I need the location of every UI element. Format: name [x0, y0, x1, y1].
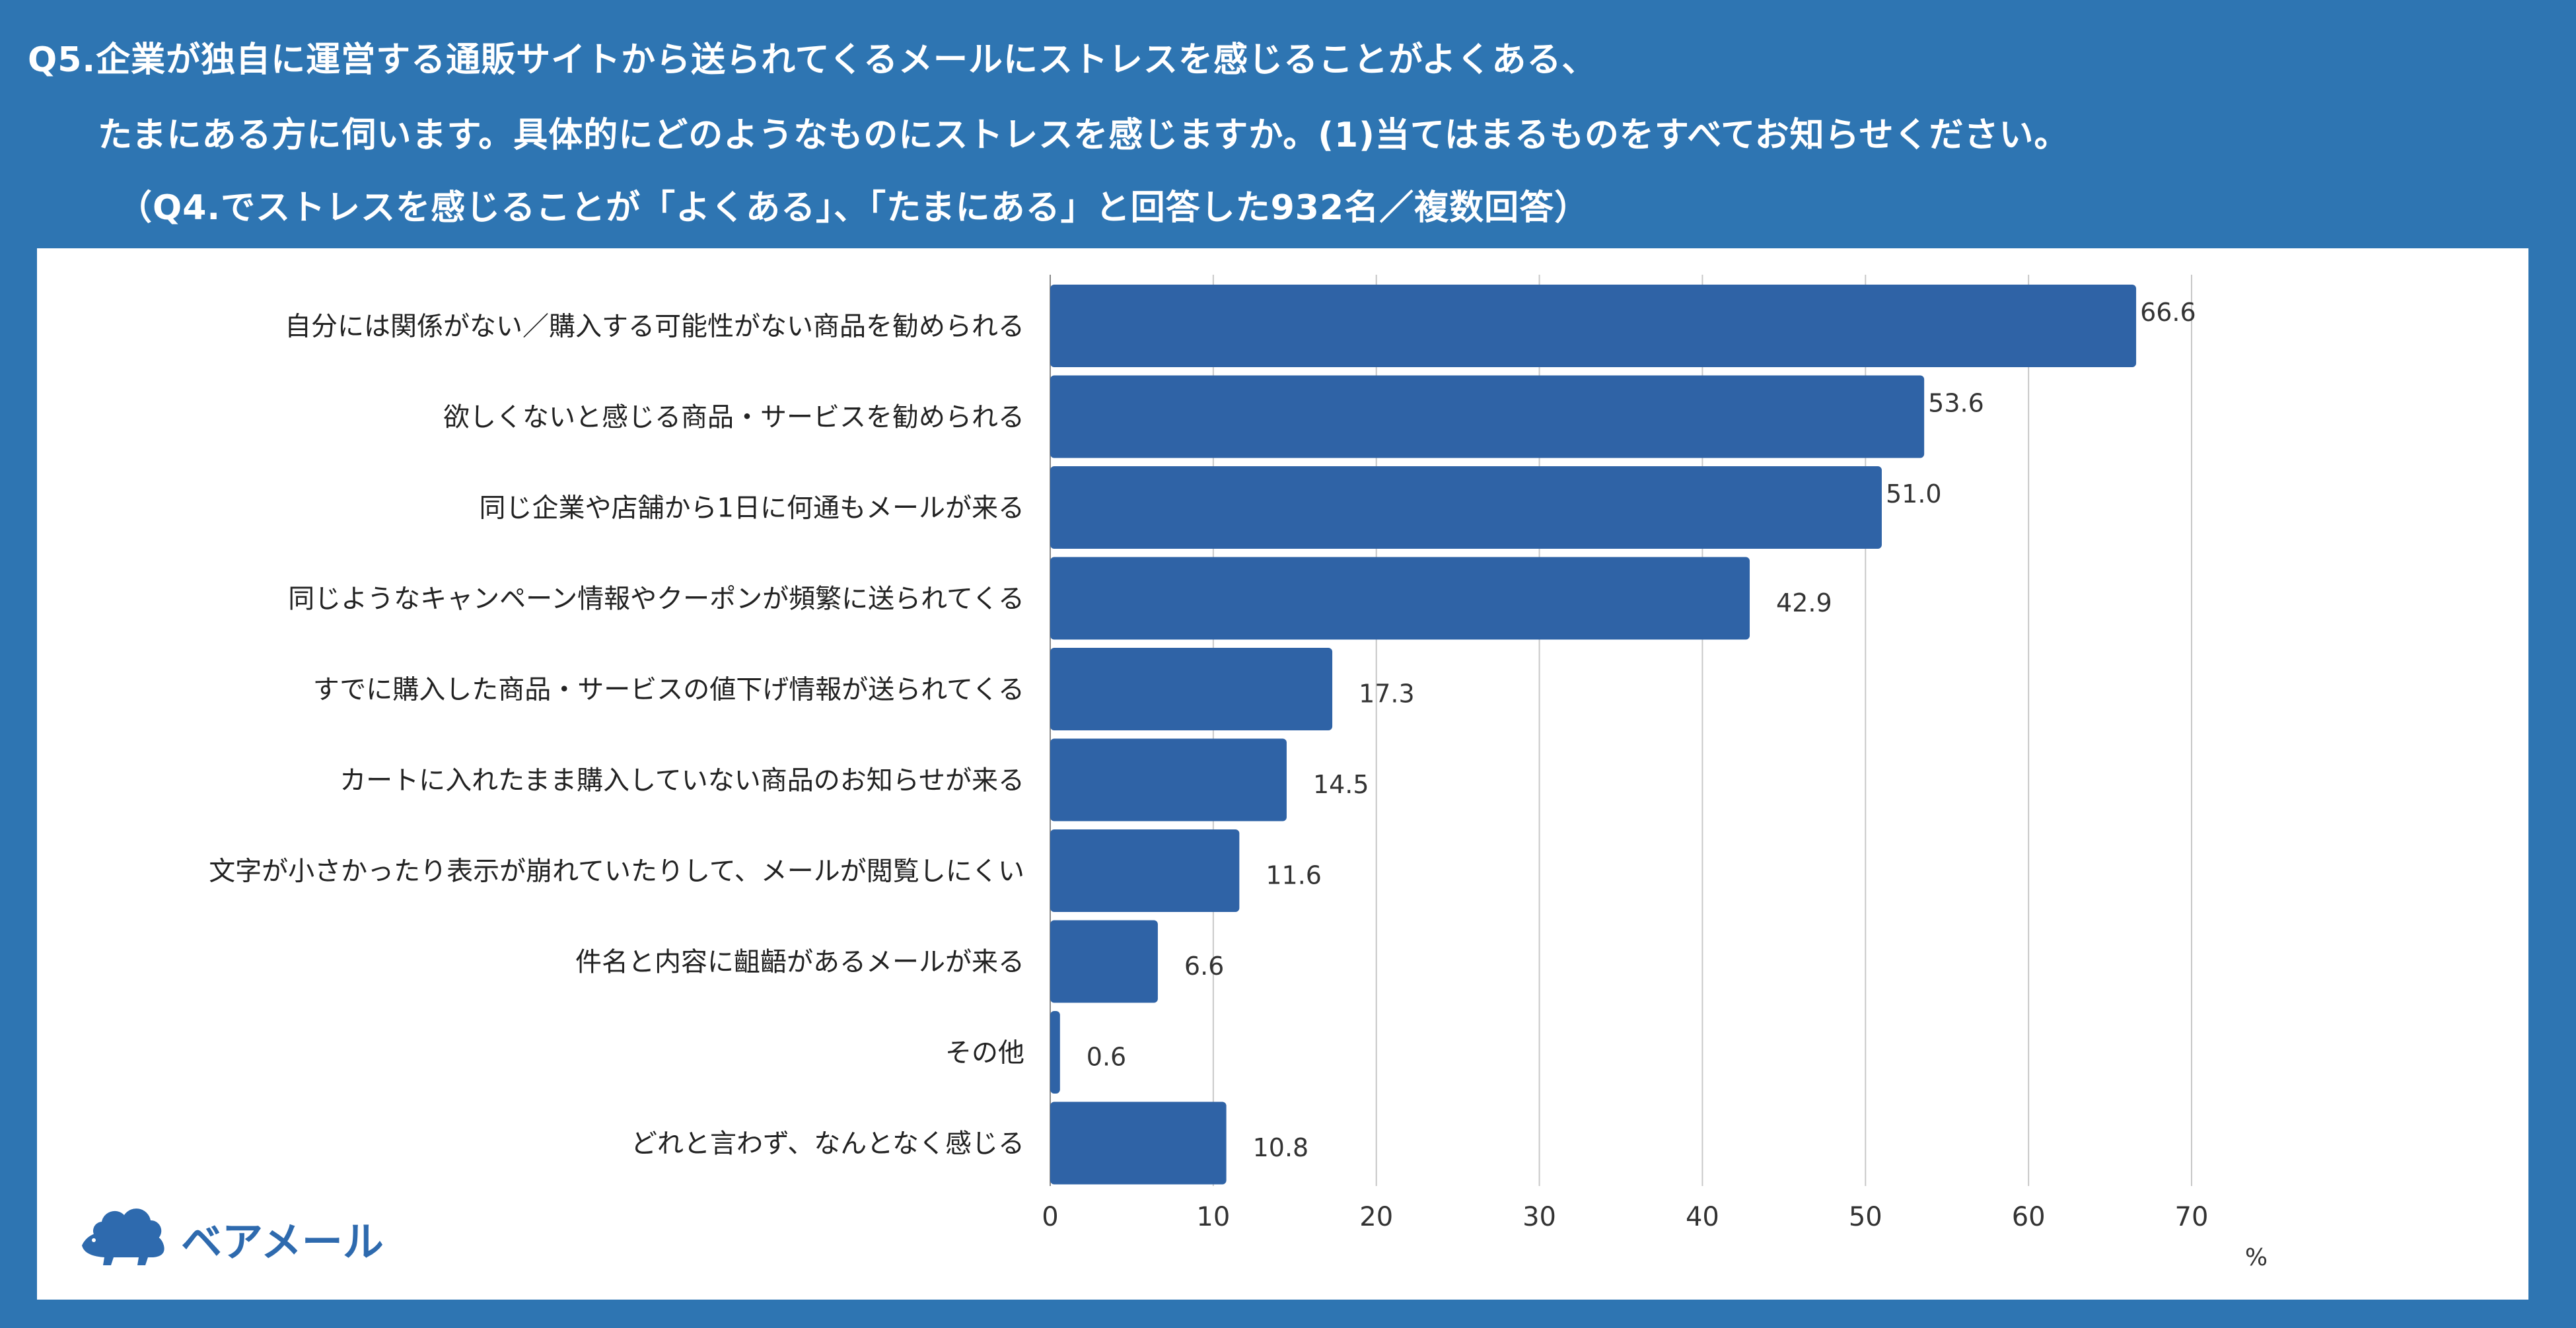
category-label: どれと言わず、なんとなく感じる [631, 1129, 1024, 1159]
category-label: 同じ企業や店舗から1日に何通もメールが来る [480, 493, 1024, 524]
x-tick-label: 30 [1522, 1202, 1556, 1232]
bar [1050, 1101, 1227, 1185]
category-label: 自分には関係がない／購入する可能性がない商品を勧められる [285, 312, 1024, 342]
x-tick-label: 60 [2012, 1202, 2046, 1232]
bar [1050, 557, 1750, 640]
bar [1050, 466, 1882, 549]
header: Q5.企業が独自に運営する通販サイトから送られてくるメールにストレスを感じること… [0, 0, 2576, 246]
question-line-3: （Q4.でストレスを感じることが「よくある」、「たまにある」と回答した932名／… [118, 188, 1590, 228]
x-tick-label: 70 [2175, 1202, 2209, 1232]
x-unit-label: % [2245, 1244, 2268, 1271]
category-label: 件名と内容に齟齬があるメールが来る [575, 947, 1024, 977]
category-label: 同じようなキャンペーン情報やクーポンが頻繁に送られてくる [288, 584, 1024, 614]
bar [1050, 1011, 1060, 1094]
x-tick-label: 50 [1849, 1202, 1882, 1232]
value-label: 53.6 [1928, 389, 1984, 418]
value-label: 17.3 [1359, 680, 1415, 709]
category-label: カートに入れたまま購入していない商品のお知らせが来る [340, 765, 1024, 796]
x-tick-label: 0 [1042, 1202, 1058, 1232]
logo-text: ベアメール [181, 1218, 384, 1266]
x-tick-label: 10 [1196, 1202, 1230, 1232]
bar-chart: 0 10 20 30 40 50 60 70% 自分には関係がない／購入する可能性がない商品を勧… [209, 275, 2268, 1271]
x-tick-label: 40 [1686, 1202, 1719, 1232]
category-label: すでに購入した商品・サービスの値下げ情報が送られてくる [313, 675, 1024, 705]
value-label: 51.0 [1886, 479, 1942, 508]
logo: ベアメール [75, 1194, 384, 1273]
bar [1050, 375, 1925, 458]
value-label: 0.6 [1087, 1043, 1126, 1072]
question-line-2: たまにある方に伺います。具体的にどのようなものにストレスを感じますか。(1)当て… [98, 116, 2069, 155]
bear-cloud-logo-icon [82, 1208, 164, 1265]
category-label: 欲しくないと感じる商品・サービスを勧められる [443, 402, 1024, 433]
question-line-1: Q5.企業が独自に運営する通販サイトから送られてくるメールにストレスを感じること… [28, 40, 1597, 80]
value-label: 42.9 [1776, 588, 1832, 617]
bar [1050, 829, 1240, 912]
chart-panel: 0 10 20 30 40 50 60 70% 自分には関係がない／購入する可能性がない商品を勧… [37, 248, 2528, 1300]
value-label: 14.5 [1313, 770, 1369, 799]
value-label: 66.6 [2140, 298, 2196, 327]
category-label: 文字が小さかったり表示が崩れていたりして、メールが閲覧しにくい [209, 856, 1024, 887]
category-label: その他 [945, 1038, 1024, 1068]
bar [1050, 648, 1333, 730]
value-label: 11.6 [1266, 861, 1322, 890]
bar [1050, 920, 1158, 1003]
value-label: 6.6 [1184, 952, 1224, 981]
bar [1050, 285, 2137, 367]
x-tick-label: 20 [1359, 1202, 1393, 1232]
value-label: 10.8 [1253, 1133, 1309, 1162]
bar [1050, 738, 1287, 821]
